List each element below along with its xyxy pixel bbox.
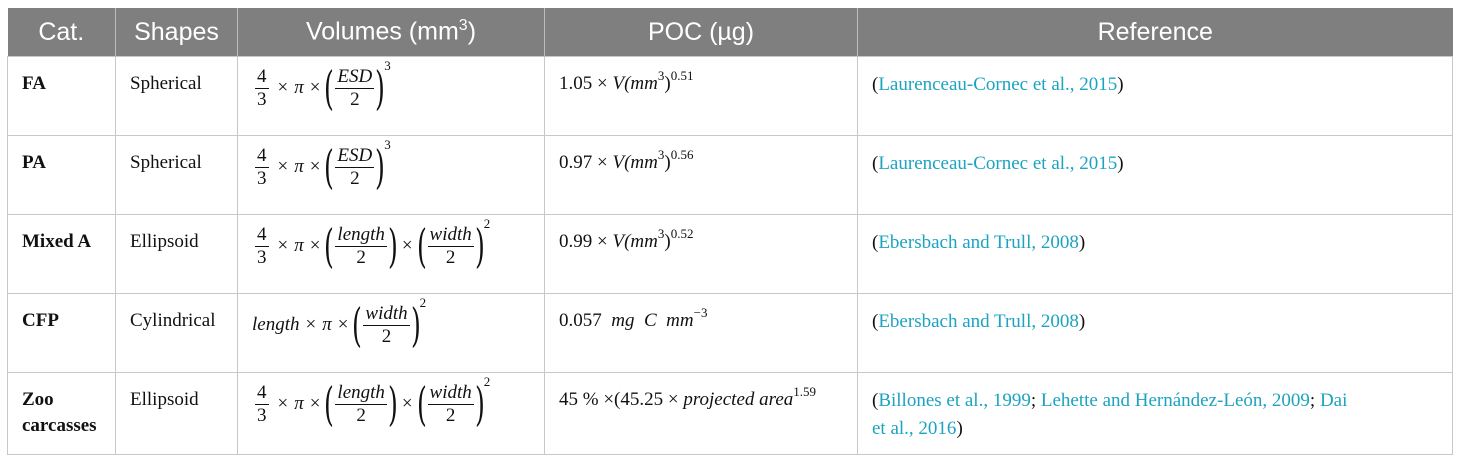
- cell-cat: PA: [7, 135, 116, 215]
- poc-conversion-table: Cat. Shapes Volumes (mm3) POC (µg) Refer…: [7, 8, 1453, 455]
- cell-reference: (Laurenceau-Cornec et al., 2015): [857, 56, 1453, 136]
- header-row: Cat. Shapes Volumes (mm3) POC (µg) Refer…: [7, 8, 1453, 57]
- header-shapes: Shapes: [115, 8, 238, 57]
- cell-cat: FA: [7, 56, 116, 136]
- header-reference: Reference: [857, 8, 1453, 57]
- cell-poc: 45 % ×(45.25 × projected area1.59: [544, 372, 858, 455]
- cell-cat: Mixed A: [7, 214, 116, 294]
- table-row: CFP Cylindrical length × π × (width 2) 2 0.05…: [7, 293, 1453, 373]
- cell-shape: Cylindrical: [115, 293, 238, 373]
- reference-link[interactable]: Ebersbach and Trull, 2008: [878, 232, 1079, 253]
- reference-link[interactable]: Ebersbach and Trull, 2008: [878, 311, 1079, 332]
- header-volumes-sup: 3: [458, 17, 468, 35]
- cell-poc: 1.05 × V(mm3)0.51: [544, 56, 858, 136]
- header-poc: POC (µg): [544, 8, 858, 57]
- reference-link[interactable]: Dai: [1319, 390, 1348, 411]
- reference-link[interactable]: Billones et al., 1999: [878, 390, 1031, 411]
- header-cat: Cat.: [7, 8, 116, 57]
- cell-reference: (Billones et al., 1999; Lehette and Hern…: [857, 372, 1453, 455]
- cell-cat: Zoo carcasses: [7, 372, 116, 455]
- cell-volume: length × π × (width 2) 2: [237, 293, 545, 373]
- cell-poc: 0.97 × V(mm3)0.56: [544, 135, 858, 215]
- reference-link[interactable]: Laurenceau-Cornec et al., 2015: [878, 153, 1118, 174]
- header-volumes: Volumes (mm3): [237, 8, 545, 57]
- cell-shape: Spherical: [115, 135, 238, 215]
- cell-reference: (Ebersbach and Trull, 2008): [857, 214, 1453, 294]
- cell-shape: Spherical: [115, 56, 238, 136]
- cell-reference: (Laurenceau-Cornec et al., 2015): [857, 135, 1453, 215]
- volume-formula: length × π × (width 2) 2: [252, 295, 427, 352]
- cell-shape: Ellipsoid: [115, 214, 238, 294]
- cell-poc: 0.99 × V(mm3)0.52: [544, 214, 858, 294]
- reference-link[interactable]: Lehette and Hernández-León, 2009: [1040, 390, 1310, 411]
- cell-poc: 0.057 mg C mm−3: [544, 293, 858, 373]
- reference-link[interactable]: et al., 2016: [872, 418, 957, 439]
- cell-reference: (Ebersbach and Trull, 2008): [857, 293, 1453, 373]
- reference-link[interactable]: Laurenceau-Cornec et al., 2015: [878, 74, 1118, 95]
- cell-cat: CFP: [7, 293, 116, 373]
- cell-shape: Ellipsoid: [115, 372, 238, 455]
